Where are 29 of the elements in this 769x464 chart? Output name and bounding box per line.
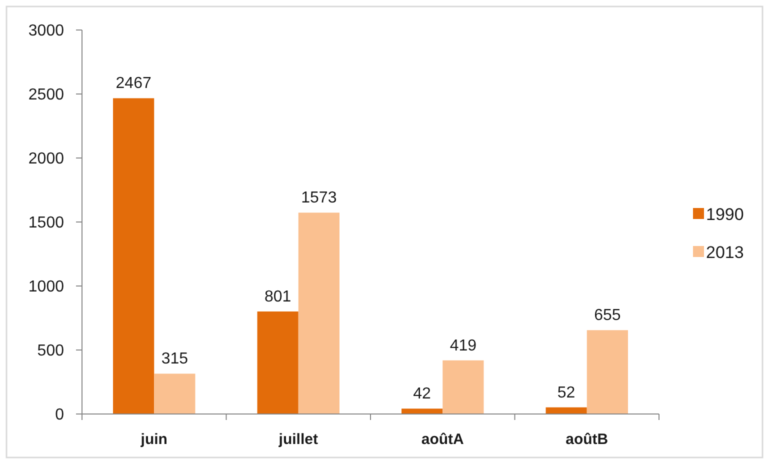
x-tick-label: aoûtB bbox=[566, 431, 608, 448]
data-label: 42 bbox=[413, 386, 432, 403]
data-label: 2467 bbox=[116, 75, 152, 92]
x-tick-label: juillet bbox=[278, 431, 318, 448]
bar bbox=[257, 311, 298, 414]
y-tick-label: 3000 bbox=[28, 22, 64, 40]
data-label: 419 bbox=[450, 337, 477, 354]
bar bbox=[298, 212, 340, 414]
y-tick-label: 500 bbox=[37, 342, 64, 360]
legend-label: 2013 bbox=[706, 242, 744, 262]
y-tick-label: 2500 bbox=[28, 86, 64, 104]
y-tick-label: 0 bbox=[55, 406, 64, 424]
data-label: 315 bbox=[161, 350, 188, 368]
bar bbox=[154, 374, 196, 414]
bar bbox=[113, 98, 154, 414]
bar bbox=[402, 408, 443, 414]
y-tick-label: 2000 bbox=[28, 150, 64, 168]
data-label: 52 bbox=[557, 384, 576, 402]
data-label: 1573 bbox=[301, 190, 337, 207]
x-tick-label: juin bbox=[140, 431, 168, 448]
data-label: 655 bbox=[594, 307, 621, 324]
legend-label: 1990 bbox=[706, 204, 744, 224]
y-tick-label: 1500 bbox=[28, 214, 64, 232]
data-label: 801 bbox=[264, 288, 292, 306]
x-tick-label: aoûtA bbox=[421, 431, 464, 448]
bar bbox=[546, 407, 587, 414]
bar bbox=[442, 360, 484, 414]
bar bbox=[586, 330, 628, 414]
y-tick-label: 1000 bbox=[28, 278, 64, 296]
